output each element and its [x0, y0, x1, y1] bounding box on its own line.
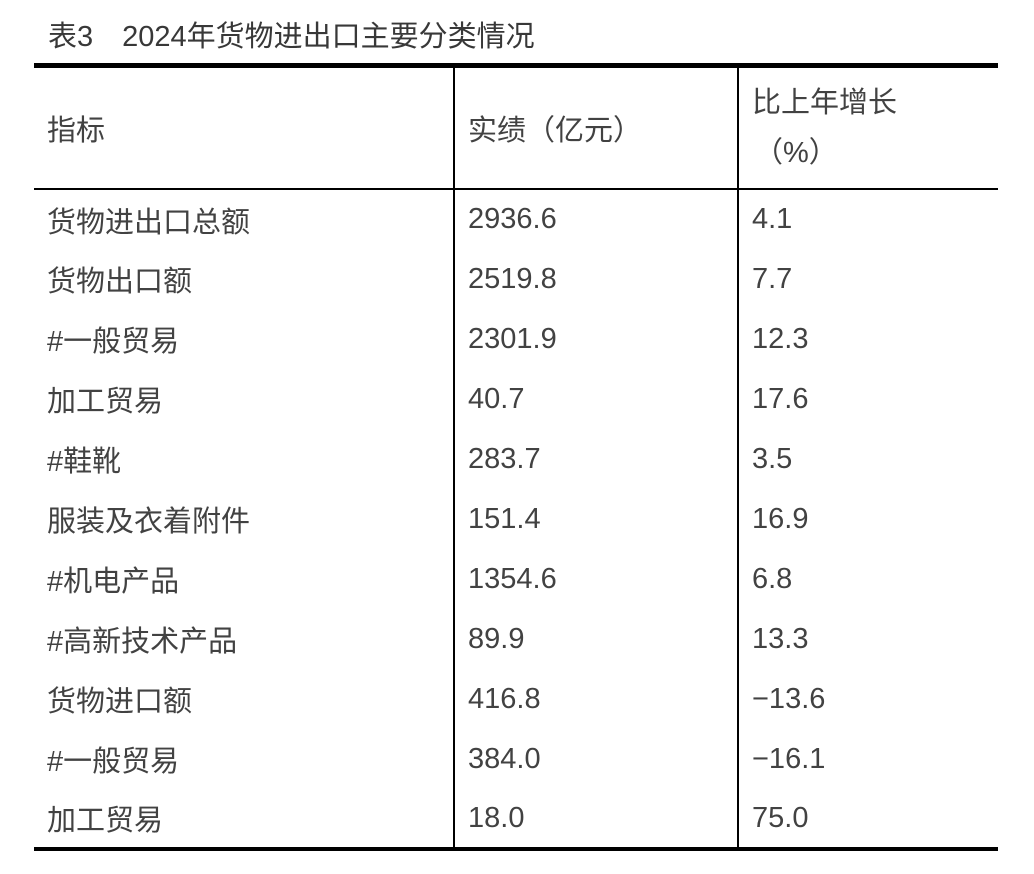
cell-value: 2519.8: [453, 249, 738, 309]
cell-growth: 75.0: [737, 789, 998, 849]
cell-growth: 17.6: [737, 369, 998, 429]
table-row: 加工贸易 40.7 17.6: [34, 369, 998, 429]
cell-indicator: 加工贸易: [47, 386, 164, 418]
cell-value: 89.9: [453, 609, 738, 669]
cell-value: 416.8: [453, 669, 738, 729]
cell-value: 2936.6: [453, 189, 738, 249]
cell-indicator: #一般贸易: [47, 326, 180, 358]
import-export-table: 指标 实绩（亿元） 比上年增长 （%） 货物进出口总额 2936.6 4.1 货…: [34, 63, 998, 851]
table-row: 货物进口额 416.8 −13.6: [34, 669, 998, 729]
table-row: #一般贸易 2301.9 12.3: [34, 309, 998, 369]
cell-value: 40.7: [453, 369, 738, 429]
cell-indicator: 加工贸易: [47, 805, 164, 837]
table-row: 货物出口额 2519.8 7.7: [34, 249, 998, 309]
table-row: #鞋靴 283.7 3.5: [34, 429, 998, 489]
cell-indicator: #机电产品: [47, 566, 180, 598]
cell-indicator: 货物出口额: [47, 266, 193, 298]
table-row: #一般贸易 384.0 −16.1: [34, 729, 998, 789]
table-row: #机电产品 1354.6 6.8: [34, 549, 998, 609]
cell-value: 1354.6: [453, 549, 738, 609]
cell-value: 2301.9: [453, 309, 738, 369]
cell-growth: −13.6: [737, 669, 998, 729]
header-growth: 比上年增长 （%）: [737, 65, 998, 190]
table-title: 表3 2024年货物进出口主要分类情况: [48, 21, 535, 53]
cell-growth: −16.1: [737, 729, 998, 789]
table-row: 加工贸易 18.0 75.0: [34, 789, 998, 849]
table-row: #高新技术产品 89.9 13.3: [34, 609, 998, 669]
cell-indicator: 服装及衣着附件: [47, 506, 251, 538]
cell-indicator: 货物进出口总额: [47, 206, 251, 239]
header-indicator: 指标: [34, 65, 454, 190]
cell-indicator: 货物进口额: [47, 686, 193, 718]
cell-growth: 4.1: [737, 189, 998, 249]
table-row: 服装及衣着附件 151.4 16.9: [34, 489, 998, 549]
cell-growth: 6.8: [737, 549, 998, 609]
header-row: 指标 实绩（亿元） 比上年增长 （%）: [34, 65, 998, 190]
header-value: 实绩（亿元）: [453, 65, 738, 190]
cell-value: 384.0: [453, 729, 738, 789]
table-row: 货物进出口总额 2936.6 4.1: [34, 189, 998, 249]
cell-growth: 7.7: [737, 249, 998, 309]
cell-indicator: #一般贸易: [47, 746, 180, 778]
cell-value: 18.0: [453, 789, 738, 849]
cell-growth: 12.3: [737, 309, 998, 369]
cell-indicator: #高新技术产品: [47, 626, 238, 658]
cell-value: 151.4: [453, 489, 738, 549]
cell-value: 283.7: [453, 429, 738, 489]
cell-growth: 13.3: [737, 609, 998, 669]
header-growth-line1: 比上年增长: [752, 87, 898, 119]
cell-growth: 16.9: [737, 489, 998, 549]
cell-indicator: #鞋靴: [47, 446, 122, 478]
header-growth-line2: （%）: [754, 137, 838, 169]
cell-growth: 3.5: [737, 429, 998, 489]
